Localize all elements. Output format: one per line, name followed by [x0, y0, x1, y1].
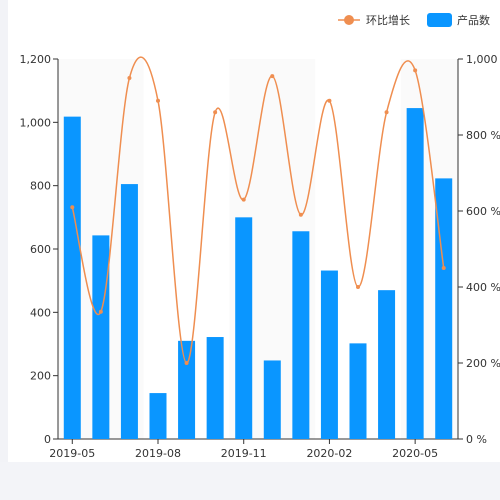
line-point [356, 285, 360, 289]
legend-label-bar: 产品数 [457, 13, 490, 27]
y-right-tick-label: 0 % [466, 433, 487, 446]
line-point [213, 110, 218, 115]
bar [292, 231, 310, 439]
legend-label-line: 环比增长 [366, 13, 410, 27]
y-left-tick-label: 800 [30, 180, 51, 193]
line-point [184, 361, 189, 365]
left-margin-strip [0, 0, 8, 500]
bar [120, 184, 138, 439]
bar [349, 343, 367, 439]
plot-background [58, 59, 458, 439]
bar [178, 340, 196, 439]
bar [406, 108, 424, 439]
legend-line-marker [344, 15, 354, 25]
y-right-tick-label: 600 % [466, 205, 500, 218]
y-left-tick-label: 600 [30, 243, 51, 256]
bar-series [63, 108, 453, 439]
bar [435, 178, 453, 439]
y-left-tick-label: 1,000 [20, 116, 52, 129]
legend-bar-swatch [427, 13, 452, 27]
bottom-margin-strip [0, 462, 500, 500]
x-tick-label: 2020-05 [392, 447, 438, 460]
bar [320, 270, 338, 439]
y-right-tick-label: 400 % [466, 281, 500, 294]
line-point [384, 110, 389, 115]
line-point [441, 266, 446, 270]
line-point [327, 98, 332, 103]
bar [206, 337, 224, 439]
y-right-tick-label: 1,000 [466, 53, 498, 66]
line-point [127, 76, 132, 80]
y-left-tick-label: 200 [30, 370, 51, 383]
line-series [70, 56, 446, 365]
line-point [156, 98, 160, 103]
legend: 环比增长 产品数 [338, 13, 490, 27]
x-tick-label: 2019-08 [135, 447, 181, 460]
x-tick-label: 2020-02 [306, 447, 352, 460]
bar [92, 235, 110, 439]
bar [378, 290, 396, 439]
line-point [241, 197, 246, 202]
bar [149, 393, 167, 439]
line-point [270, 74, 275, 79]
line-point [413, 68, 418, 73]
y-left-tick-label: 400 [30, 306, 51, 319]
y-right-tick-label: 200 % [466, 357, 500, 370]
line-point [298, 212, 303, 217]
line-point [98, 309, 103, 314]
line-point [70, 205, 75, 210]
bar [263, 360, 281, 439]
bar [235, 217, 253, 439]
bar [63, 116, 81, 439]
y-right-tick-label: 800 % [466, 129, 500, 142]
y-left-tick-label: 1,200 [20, 53, 52, 66]
axes: 0 200 400 600 800 1,000 1,200 0 % 200 % 400 % 600 … [20, 53, 500, 460]
y-left-tick-label: 0 [44, 433, 51, 446]
x-tick-label: 2019-11 [221, 447, 267, 460]
x-tick-label: 2019-05 [49, 447, 95, 460]
